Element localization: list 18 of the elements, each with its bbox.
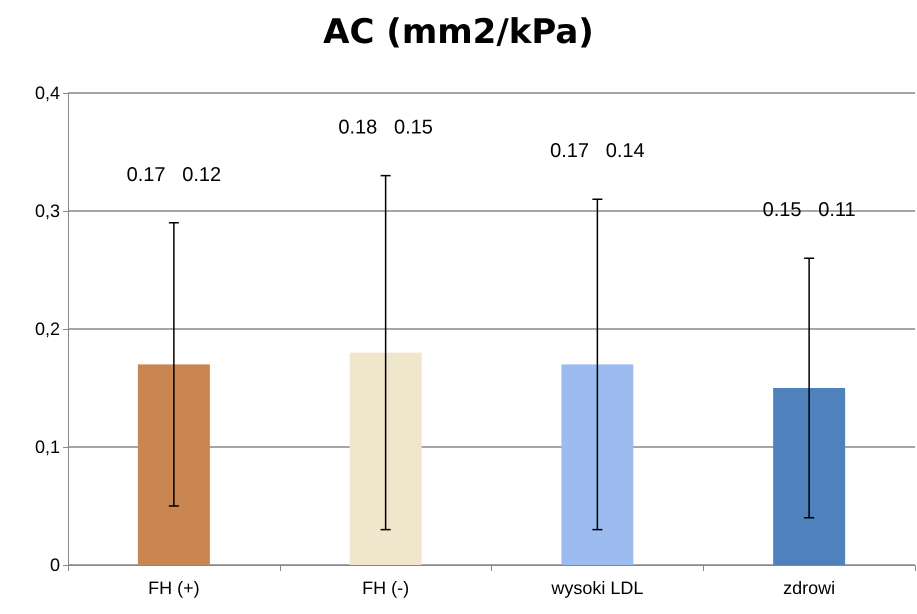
annotation: 0.17 0.12 xyxy=(126,164,222,186)
bar xyxy=(561,364,634,565)
y-tick-label: 0,3 xyxy=(34,201,60,221)
x-tick-label: FH (+) xyxy=(148,578,200,598)
x-tick-label: wysoki LDL xyxy=(550,578,644,598)
bar xyxy=(138,364,210,565)
y-tick-label: 0,1 xyxy=(34,437,60,457)
annotation: 0.15 0.11 xyxy=(762,199,856,222)
y-tick-label: 0 xyxy=(50,555,60,575)
annotation: 0.18 0.15 xyxy=(338,116,433,139)
y-tick-label: 0,4 xyxy=(34,83,60,103)
annotation: 0.17 0.14 xyxy=(550,140,645,162)
x-tick-label: zdrowi xyxy=(783,578,836,598)
y-tick-label: 0,2 xyxy=(34,319,60,339)
chart-title: AC (mm2/kPa) xyxy=(323,12,594,52)
bar xyxy=(350,352,422,565)
x-tick-label: FH (-) xyxy=(362,578,410,598)
bar xyxy=(773,388,846,565)
